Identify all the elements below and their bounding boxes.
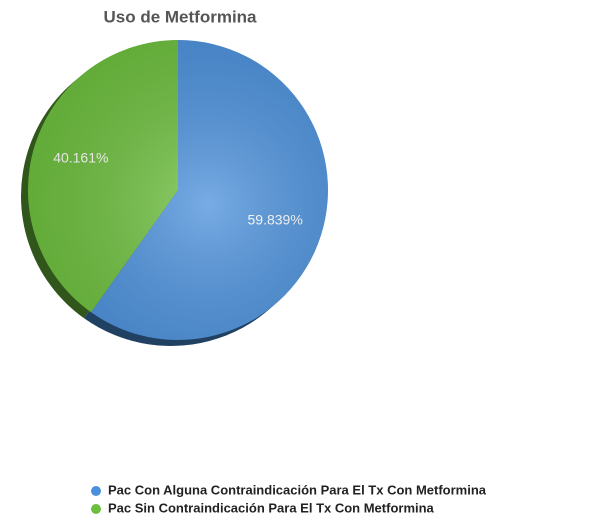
legend-marker xyxy=(91,504,101,514)
pie: 59.839%40.161% xyxy=(20,40,328,346)
chart-title: Uso de Metformina xyxy=(103,7,257,26)
legend-label: Pac Sin Contraindicación Para El Tx Con … xyxy=(108,500,435,515)
legend-marker xyxy=(91,486,101,496)
shading xyxy=(28,40,328,340)
legend-label: Pac Con Alguna Contraindicación Para El … xyxy=(108,482,487,497)
legend: Pac Con Alguna Contraindicación Para El … xyxy=(91,482,487,515)
